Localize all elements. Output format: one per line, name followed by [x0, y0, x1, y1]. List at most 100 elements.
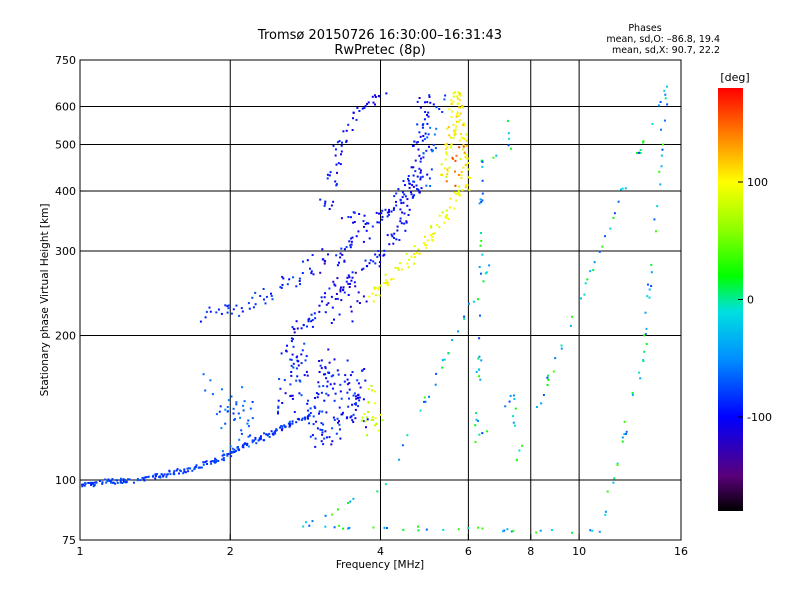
echo-point: [352, 117, 354, 120]
echo-point: [454, 130, 457, 133]
echo-point: [398, 239, 401, 241]
echo-point: [123, 480, 126, 483]
x-tick-label: 1: [77, 545, 84, 558]
y-tick-label: 300: [55, 245, 76, 258]
echo-point: [333, 358, 336, 361]
echo-point: [655, 230, 657, 233]
echo-point: [412, 174, 415, 177]
echo-point: [298, 379, 301, 382]
x-axis-label: Frequency [MHz]: [336, 559, 424, 571]
echo-point: [371, 225, 374, 228]
echo-point: [339, 252, 342, 255]
echo-point: [432, 143, 435, 146]
echo-point: [550, 529, 553, 531]
echo-point: [199, 320, 202, 323]
echo-point: [393, 207, 395, 210]
echo-point: [420, 187, 423, 190]
echo-point: [386, 282, 389, 285]
echo-point: [428, 145, 430, 148]
echo-point: [444, 148, 447, 150]
echo-point: [664, 93, 667, 96]
echo-point: [280, 352, 283, 355]
echo-point: [455, 154, 458, 157]
echo-point: [374, 262, 377, 265]
echo-point: [122, 478, 125, 481]
echo-point: [204, 461, 207, 464]
echo-point: [364, 379, 367, 382]
echo-point: [336, 297, 339, 300]
echo-point: [552, 370, 555, 373]
echo-point: [435, 106, 438, 109]
echo-point: [484, 272, 487, 275]
echo-point: [232, 407, 235, 410]
echo-point: [328, 208, 331, 210]
echo-point: [305, 521, 307, 524]
echo-point: [310, 313, 313, 316]
echo-point: [336, 277, 339, 280]
echo-point: [270, 430, 273, 433]
echo-point: [179, 469, 181, 472]
echo-point: [355, 235, 358, 238]
echo-point: [432, 103, 435, 106]
echo-point: [323, 437, 326, 440]
echo-point: [332, 374, 335, 377]
echo-point: [346, 391, 349, 394]
echo-point: [401, 191, 404, 194]
echo-point: [350, 415, 353, 418]
echo-point: [327, 302, 330, 305]
echo-point: [263, 439, 266, 442]
echo-point: [481, 179, 484, 182]
echo-point: [332, 144, 335, 147]
echo-point: [220, 312, 223, 315]
echo-point: [202, 373, 205, 376]
echo-point: [475, 418, 478, 421]
echo-point: [154, 477, 157, 480]
echo-point: [252, 306, 255, 309]
echo-point: [350, 243, 353, 246]
echo-point: [326, 385, 329, 388]
echo-point: [620, 188, 622, 191]
echo-point: [413, 194, 415, 197]
echo-point: [376, 221, 379, 224]
echo-point: [481, 199, 484, 202]
echo-point: [357, 394, 359, 397]
echo-point: [459, 158, 462, 160]
echo-point: [457, 120, 460, 123]
echo-point: [238, 314, 241, 317]
echo-point: [447, 126, 450, 129]
echo-point: [418, 154, 421, 157]
echo-point: [445, 209, 448, 212]
echo-point: [326, 380, 329, 383]
echo-point: [226, 311, 229, 314]
echo-point: [458, 93, 461, 96]
echo-point: [355, 118, 358, 121]
echo-point: [478, 337, 481, 340]
echo-point: [111, 478, 114, 481]
echo-point: [340, 150, 343, 153]
echo-point: [238, 438, 241, 441]
echo-point: [467, 176, 470, 179]
echo-point: [378, 294, 381, 297]
echo-point: [374, 294, 377, 297]
echo-point: [366, 222, 369, 225]
echo-point: [464, 184, 467, 187]
echo-point: [407, 179, 410, 182]
echo-point: [454, 128, 457, 131]
echo-point: [121, 482, 124, 484]
echo-point: [354, 285, 357, 288]
echo-point: [438, 214, 441, 217]
echo-point: [246, 444, 248, 446]
echo-point: [396, 266, 399, 269]
echo-point: [613, 477, 616, 480]
echo-point: [242, 404, 245, 407]
echo-point: [463, 317, 466, 320]
echo-point: [221, 454, 224, 457]
echo-point: [333, 283, 336, 286]
echo-point: [163, 473, 166, 476]
echo-point: [460, 136, 463, 139]
echo-point: [656, 205, 659, 208]
echo-point: [456, 97, 459, 100]
echo-point: [514, 424, 516, 427]
echo-point: [111, 481, 114, 484]
echo-point: [408, 186, 411, 189]
